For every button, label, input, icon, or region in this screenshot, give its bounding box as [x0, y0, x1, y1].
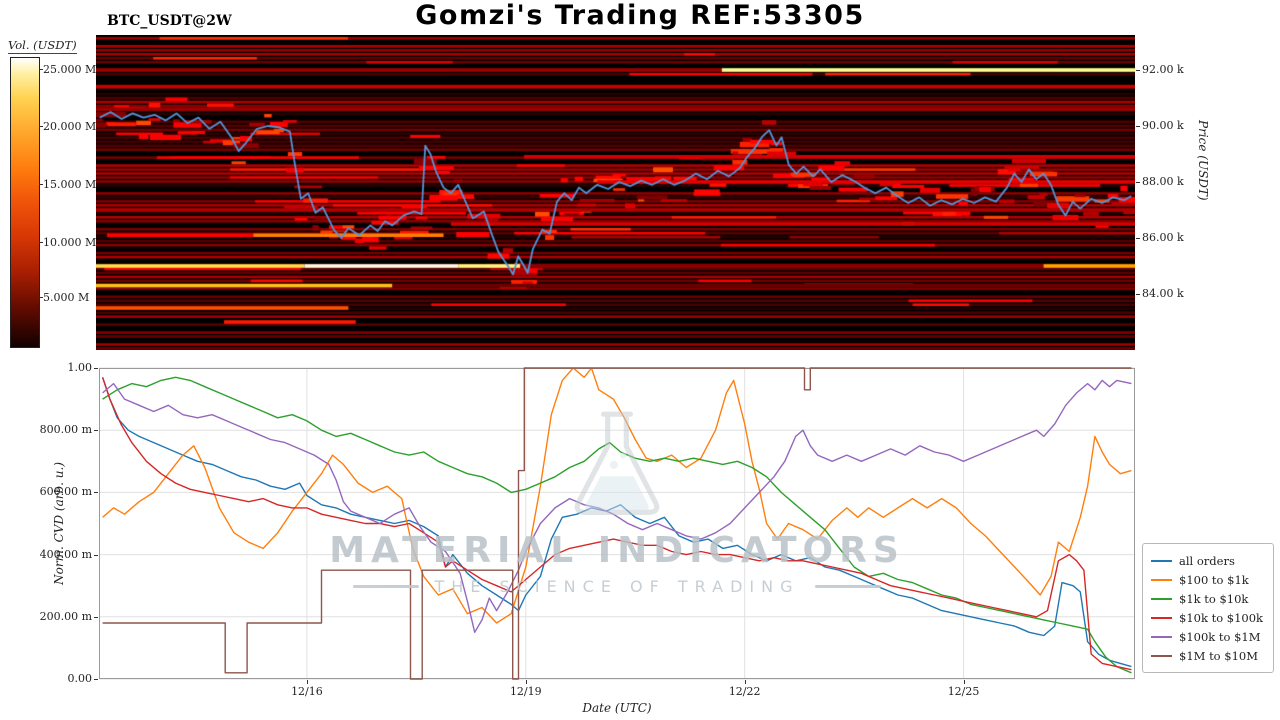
chart-title: Gomzi's Trading REF:53305 [415, 0, 865, 31]
date-axis-title: Date (UTC) [582, 701, 652, 715]
cvd-axis-title: Norm. CVD (arb. u.) [52, 462, 66, 585]
date-tick-label: 12/22 [728, 685, 761, 698]
legend-label: $1M to $10M [1179, 648, 1258, 663]
legend-swatch [1151, 635, 1172, 638]
date-tick-label: 12/16 [291, 685, 323, 698]
volume-tick-label: 25.000 M [43, 63, 97, 77]
price-axis-title: Price (USDT) [1196, 120, 1210, 201]
volume-tick-mark [39, 69, 43, 71]
cvd-y-tick-label: 600.00 m [39, 485, 92, 499]
cvd-y-tick-mark [94, 554, 98, 556]
date-tick-label: 12/19 [509, 685, 542, 698]
cvd-y-tick-mark [94, 492, 98, 494]
cvd-y-tick-label: 800.00 m [39, 423, 92, 437]
volume-tick-label: 10.000 M [43, 235, 97, 249]
series--100-to-1k [102, 367, 1132, 624]
symbol-label: BTC_USDT@2W [107, 13, 232, 29]
price-tick-label: 84.00 k [1142, 287, 1184, 300]
date-tick-label: 12/25 [947, 685, 980, 698]
legend-item: $100 to $1k [1151, 570, 1265, 589]
legend-label: $100 to $1k [1179, 572, 1249, 587]
cvd-y-tick-mark [94, 679, 98, 680]
legend: all orders $100 to $1k $1k to $10k $10k to … [1142, 543, 1274, 673]
volume-tick-label: 5.000 M [43, 290, 90, 304]
series--10k-to-100k [101, 377, 1132, 671]
legend-swatch [1151, 578, 1172, 581]
legend-item: $10k to $100k [1151, 608, 1265, 627]
legend-swatch [1151, 559, 1172, 562]
legend-item: $1M to $10M [1151, 646, 1265, 665]
legend-item: $1k to $10k [1151, 589, 1265, 608]
legend-swatch [1151, 597, 1172, 600]
heatmap-canvas [96, 35, 1135, 350]
date-tick-mark [525, 680, 527, 684]
legend-label: $100k to $1M [1179, 629, 1261, 644]
date-tick-mark [306, 680, 308, 684]
cvd-chart [99, 367, 1135, 680]
volume-colorbar [10, 57, 40, 348]
volume-tick-label: 20.000 M [43, 120, 97, 134]
series--1m-to-10m [102, 367, 1132, 680]
plot-border [99, 368, 1135, 679]
volume-tick-mark [39, 184, 43, 186]
price-tick-label: 88.00 k [1142, 175, 1184, 188]
cvd-y-tick-label: 400.00 m [39, 547, 92, 561]
cvd-y-tick-label: 200.00 m [39, 609, 92, 623]
legend-label: all orders [1179, 553, 1235, 568]
price-tick-mark [1136, 294, 1140, 295]
legend-swatch [1151, 654, 1172, 657]
cvd-y-tick-mark [94, 368, 98, 369]
volume-tick-mark [39, 126, 43, 128]
volume-tick-mark [39, 296, 43, 298]
legend-label: $10k to $100k [1179, 610, 1264, 625]
price-tick-mark [1136, 70, 1140, 71]
cvd-y-tick-mark [94, 616, 98, 618]
legend-label: $1k to $10k [1179, 591, 1249, 606]
legend-item: all orders [1151, 551, 1265, 570]
cvd-y-tick-label: 0.00 [67, 672, 93, 685]
volume-tick-label: 15.000 M [43, 178, 97, 192]
volume-colorbar-title: Vol. (USDT) [8, 38, 77, 54]
price-tick-label: 86.00 k [1142, 231, 1184, 244]
cvd-y-tick-label: 1.00 [67, 361, 93, 374]
price-tick-mark [1136, 238, 1140, 239]
series--1k-to-10k [102, 376, 1132, 674]
price-tick-mark [1136, 182, 1140, 183]
cvd-y-tick-mark [94, 430, 98, 432]
date-tick-mark [744, 680, 746, 684]
legend-item: $100k to $1M [1151, 627, 1265, 646]
price-tick-mark [1136, 126, 1140, 127]
price-tick-label: 90.00 k [1142, 119, 1184, 132]
volume-tick-mark [39, 241, 43, 243]
legend-swatch [1151, 616, 1172, 619]
price-tick-label: 92.00 k [1142, 63, 1184, 76]
date-tick-mark [963, 680, 965, 684]
